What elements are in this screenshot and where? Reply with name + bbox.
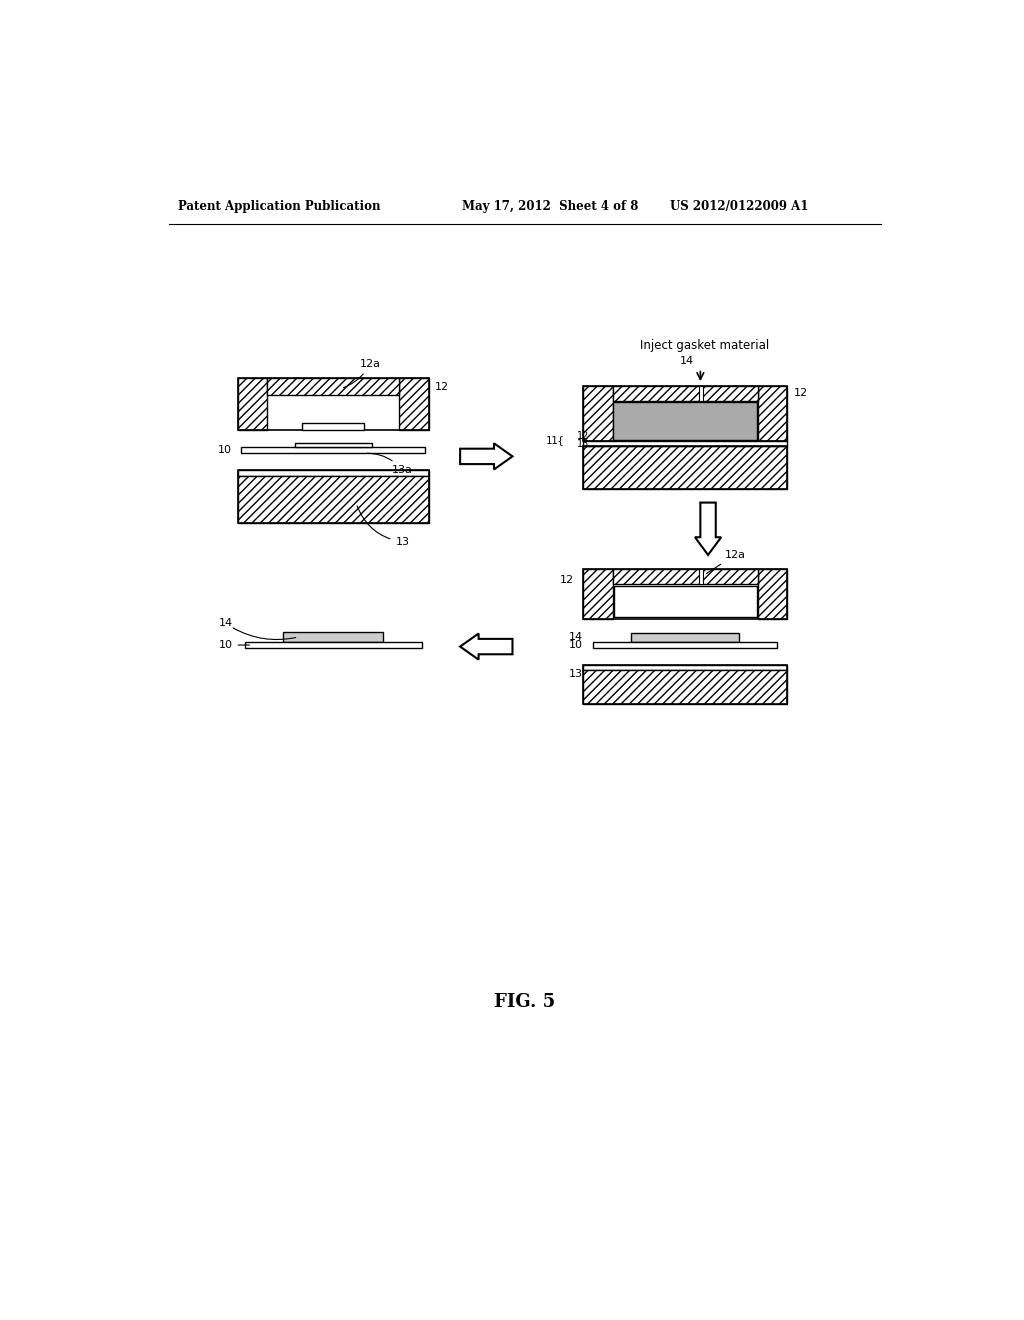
Bar (295, 442, 372, 447)
Bar (584, 665, 787, 671)
Bar (238, 378, 429, 430)
Text: 12: 12 (578, 432, 590, 441)
Bar (698, 569, 702, 585)
Text: 10: 10 (217, 445, 231, 455)
Bar (584, 569, 612, 619)
Bar (758, 385, 787, 441)
Text: 10: 10 (219, 640, 233, 649)
Bar (238, 477, 429, 523)
Text: 13a: 13a (367, 453, 413, 475)
Bar (245, 642, 422, 648)
Bar (758, 569, 787, 619)
Text: 12: 12 (794, 388, 808, 399)
Text: 12a: 12a (343, 359, 381, 388)
Text: 11{: 11{ (546, 436, 564, 445)
Text: 12: 12 (435, 381, 449, 392)
Text: 12: 12 (560, 576, 574, 585)
Bar (584, 446, 787, 488)
Text: 13: 13 (569, 669, 584, 680)
Text: US 2012/0122009 A1: US 2012/0122009 A1 (670, 199, 808, 213)
Bar (302, 422, 364, 430)
Text: 14: 14 (219, 618, 233, 628)
Bar (584, 671, 787, 704)
Bar (283, 632, 383, 642)
Bar (238, 378, 267, 430)
Bar (612, 569, 758, 585)
Text: Patent Application Publication: Patent Application Publication (178, 199, 381, 213)
Bar (631, 632, 739, 642)
Bar (238, 470, 429, 523)
Text: 14: 14 (680, 356, 693, 366)
Text: 10: 10 (569, 640, 584, 649)
Bar (267, 378, 399, 395)
Text: 14: 14 (569, 632, 584, 643)
Polygon shape (695, 503, 721, 554)
Bar (593, 642, 777, 648)
Polygon shape (460, 634, 512, 660)
Text: Inject gasket material: Inject gasket material (640, 339, 769, 352)
Bar (584, 441, 787, 446)
Text: 13: 13 (357, 506, 410, 546)
Bar (584, 385, 787, 441)
Bar (584, 446, 787, 488)
Text: May 17, 2012  Sheet 4 of 8: May 17, 2012 Sheet 4 of 8 (462, 199, 638, 213)
Bar (612, 385, 758, 401)
Bar (584, 569, 787, 619)
Bar (241, 447, 425, 453)
Bar (698, 385, 702, 401)
Polygon shape (460, 444, 512, 470)
Bar (614, 586, 757, 618)
Text: FIG. 5: FIG. 5 (495, 993, 555, 1011)
Bar (584, 665, 787, 704)
Text: 12a: 12a (707, 550, 745, 573)
Bar (584, 385, 612, 441)
Bar (238, 470, 429, 477)
Bar (399, 378, 429, 430)
Text: 13: 13 (578, 440, 590, 449)
Bar (613, 401, 758, 441)
